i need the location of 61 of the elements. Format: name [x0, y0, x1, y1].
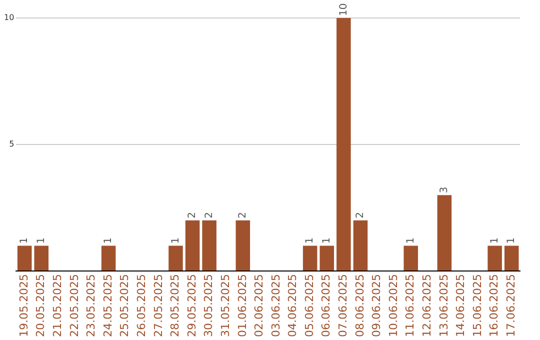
x-tick-label: 16.06.2025	[488, 274, 501, 338]
data-label: 3	[439, 186, 450, 194]
bar	[202, 220, 216, 271]
data-label: 2	[204, 212, 215, 218]
x-tick-label: 22.05.2025	[68, 274, 81, 338]
x-tick-label: 14.06.2025	[454, 274, 468, 338]
data-label: 1	[321, 237, 332, 244]
x-tick-label: 29.05.2025	[185, 274, 198, 338]
x-tick-label: 01.06.2025	[236, 274, 249, 338]
x-tick-label: 12.06.2025	[420, 274, 434, 338]
x-tick-label: 09.06.2025	[370, 274, 384, 338]
x-tick-label: 21.05.2025	[51, 274, 64, 338]
x-tick-label: 06.06.2025	[320, 274, 333, 338]
bar	[404, 246, 418, 271]
x-tick-label: 13.06.2025	[437, 274, 450, 338]
data-label: 10	[338, 3, 350, 16]
x-tick-label: 27.05.2025	[152, 274, 165, 338]
data-label: 2	[237, 212, 248, 218]
bar	[336, 18, 351, 271]
bar	[437, 195, 452, 271]
x-tick-label: 15.06.2025	[470, 274, 484, 338]
data-label: 1	[36, 237, 47, 244]
data-label: 1	[19, 237, 30, 244]
bar	[34, 246, 49, 271]
data-label: 1	[506, 237, 518, 244]
x-tick-label: 23.05.2025	[84, 274, 98, 338]
data-label: 1	[405, 237, 416, 244]
x-tick-label: 03.06.2025	[269, 274, 282, 338]
x-tick-label: 08.06.2025	[353, 274, 366, 338]
y-tick-label: 5	[9, 140, 14, 149]
x-tick-label: 04.06.2025	[286, 274, 300, 338]
x-tick-label: 24.05.2025	[101, 274, 114, 338]
x-tick-label: 26.05.2025	[134, 274, 148, 338]
bar	[101, 246, 116, 271]
bar	[488, 246, 502, 271]
bar	[236, 220, 250, 271]
data-label: 1	[103, 237, 114, 244]
x-tick-label: 31.05.2025	[218, 274, 232, 338]
data-label: 1	[170, 237, 182, 244]
bar	[185, 220, 200, 271]
bar	[504, 246, 519, 271]
x-tick-label: 07.06.2025	[336, 274, 350, 338]
data-label: 2	[187, 212, 198, 218]
x-tick-label: 30.05.2025	[202, 274, 216, 338]
x-tick-label: 28.05.2025	[168, 274, 182, 338]
bar	[302, 246, 318, 271]
data-label: 1	[489, 237, 500, 244]
bar	[320, 246, 334, 271]
x-tick-label: 17.06.2025	[504, 274, 518, 338]
x-tick-label: 02.06.2025	[252, 274, 266, 338]
x-tick-label: 19.05.2025	[17, 274, 30, 338]
x-tick-label: 10.06.2025	[386, 274, 400, 338]
x-tick-label: 05.06.2025	[302, 274, 316, 338]
data-label: 1	[304, 237, 316, 244]
bar	[353, 220, 368, 271]
x-tick-label: 25.05.2025	[118, 274, 132, 338]
bar	[17, 246, 32, 271]
bar	[168, 246, 183, 271]
x-tick-label: 20.05.2025	[34, 274, 48, 338]
data-label: 2	[355, 212, 366, 218]
x-tick-label: 11.06.2025	[404, 274, 417, 338]
